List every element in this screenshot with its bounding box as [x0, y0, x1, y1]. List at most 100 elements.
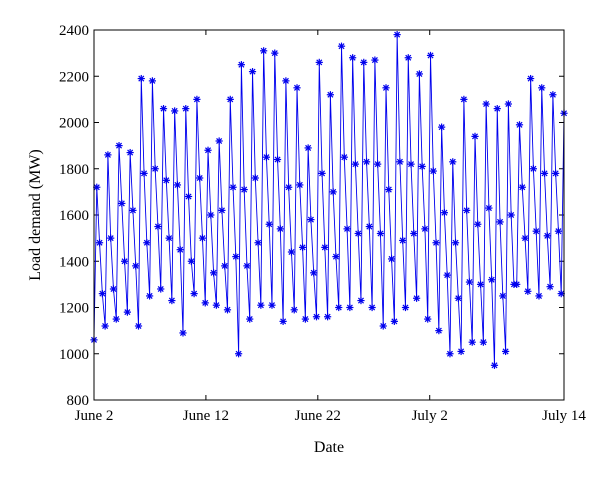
data-point: [424, 315, 432, 323]
data-point: [504, 100, 512, 108]
data-point: [279, 317, 287, 325]
data-point: [393, 31, 401, 39]
data-point: [463, 206, 471, 214]
data-point: [549, 91, 557, 99]
data-point: [187, 257, 195, 265]
data-point: [371, 56, 379, 64]
x-tick-label: July 14: [542, 408, 586, 424]
data-point: [262, 153, 271, 161]
data-point: [290, 306, 298, 314]
data-point: [248, 68, 257, 76]
data-point: [179, 329, 187, 337]
data-point: [310, 269, 318, 277]
data-point: [265, 220, 273, 228]
data-point: [118, 199, 126, 208]
data-point: [223, 306, 232, 314]
data-point: [540, 169, 549, 177]
data-point: [390, 317, 398, 325]
data-point: [298, 243, 307, 251]
data-point: [198, 234, 207, 242]
data-point: [307, 216, 315, 224]
data-point: [184, 192, 193, 201]
data-point: [421, 225, 429, 233]
data-point: [301, 315, 309, 323]
data-point: [296, 181, 304, 189]
data-point: [168, 296, 176, 305]
data-point: [293, 84, 301, 92]
data-point: [193, 95, 201, 103]
data-point: [543, 232, 551, 240]
data-point: [535, 292, 543, 300]
data-point: [251, 174, 259, 182]
data-point: [413, 294, 421, 302]
data-point: [109, 285, 118, 293]
data-point: [151, 165, 159, 173]
data-point: [354, 229, 362, 238]
data-point: [237, 61, 245, 69]
data-point: [123, 308, 131, 316]
data-point: [357, 296, 365, 305]
data-point: [418, 162, 426, 171]
data-point: [304, 144, 312, 152]
data-point: [449, 158, 457, 166]
data-point: [235, 350, 243, 358]
data-point: [201, 299, 209, 307]
data-point: [432, 239, 440, 247]
data-point: [240, 185, 248, 194]
data-point: [499, 292, 507, 300]
data-point: [315, 58, 323, 66]
data-point: [243, 262, 251, 270]
data-point: [115, 142, 123, 150]
data-point: [98, 290, 106, 298]
data-point: [154, 222, 162, 231]
data-point: [374, 160, 382, 168]
plot-frame: [93, 29, 565, 401]
data-point: [399, 236, 407, 245]
data-point: [246, 315, 254, 323]
x-tick-label: July 2: [412, 408, 448, 424]
data-point: [196, 174, 204, 182]
data-point: [207, 211, 215, 219]
data-point: [329, 188, 337, 196]
data-point: [337, 42, 346, 50]
data-point: [385, 185, 393, 194]
data-point: [426, 51, 435, 60]
data-point: [276, 225, 284, 233]
data-point: [260, 47, 268, 55]
data-point: [513, 280, 521, 288]
data-point: [554, 227, 563, 235]
data-point: [521, 234, 529, 242]
data-point: [429, 167, 437, 175]
data-point: [404, 54, 412, 62]
data-point: [101, 322, 109, 330]
data-point: [285, 183, 293, 191]
data-point: [365, 222, 373, 231]
data-point: [126, 148, 134, 157]
data-point: [465, 278, 474, 286]
data-point: [140, 169, 148, 177]
data-point: [335, 303, 343, 312]
data-point: [468, 338, 476, 346]
data-point: [515, 121, 524, 129]
data-point: [507, 211, 515, 219]
data-point: [182, 105, 190, 113]
data-point: [488, 276, 496, 284]
y-axis-label: Load demand (MW): [27, 149, 44, 281]
data-point: [148, 77, 157, 85]
data-point: [254, 239, 262, 247]
data-point: [176, 246, 184, 254]
data-point: [362, 158, 371, 166]
data-point: [396, 158, 404, 166]
data-point: [321, 243, 329, 251]
data-point: [538, 84, 546, 92]
data-point: [143, 239, 151, 247]
data-point: [165, 234, 173, 242]
data-point: [524, 287, 532, 295]
data-point: [312, 313, 321, 321]
data-point: [190, 290, 198, 298]
data-point: [137, 74, 145, 83]
data-point: [546, 283, 554, 291]
data-point: [527, 74, 535, 83]
data-point: [351, 160, 360, 168]
y-tick-label: 1600: [59, 208, 89, 224]
